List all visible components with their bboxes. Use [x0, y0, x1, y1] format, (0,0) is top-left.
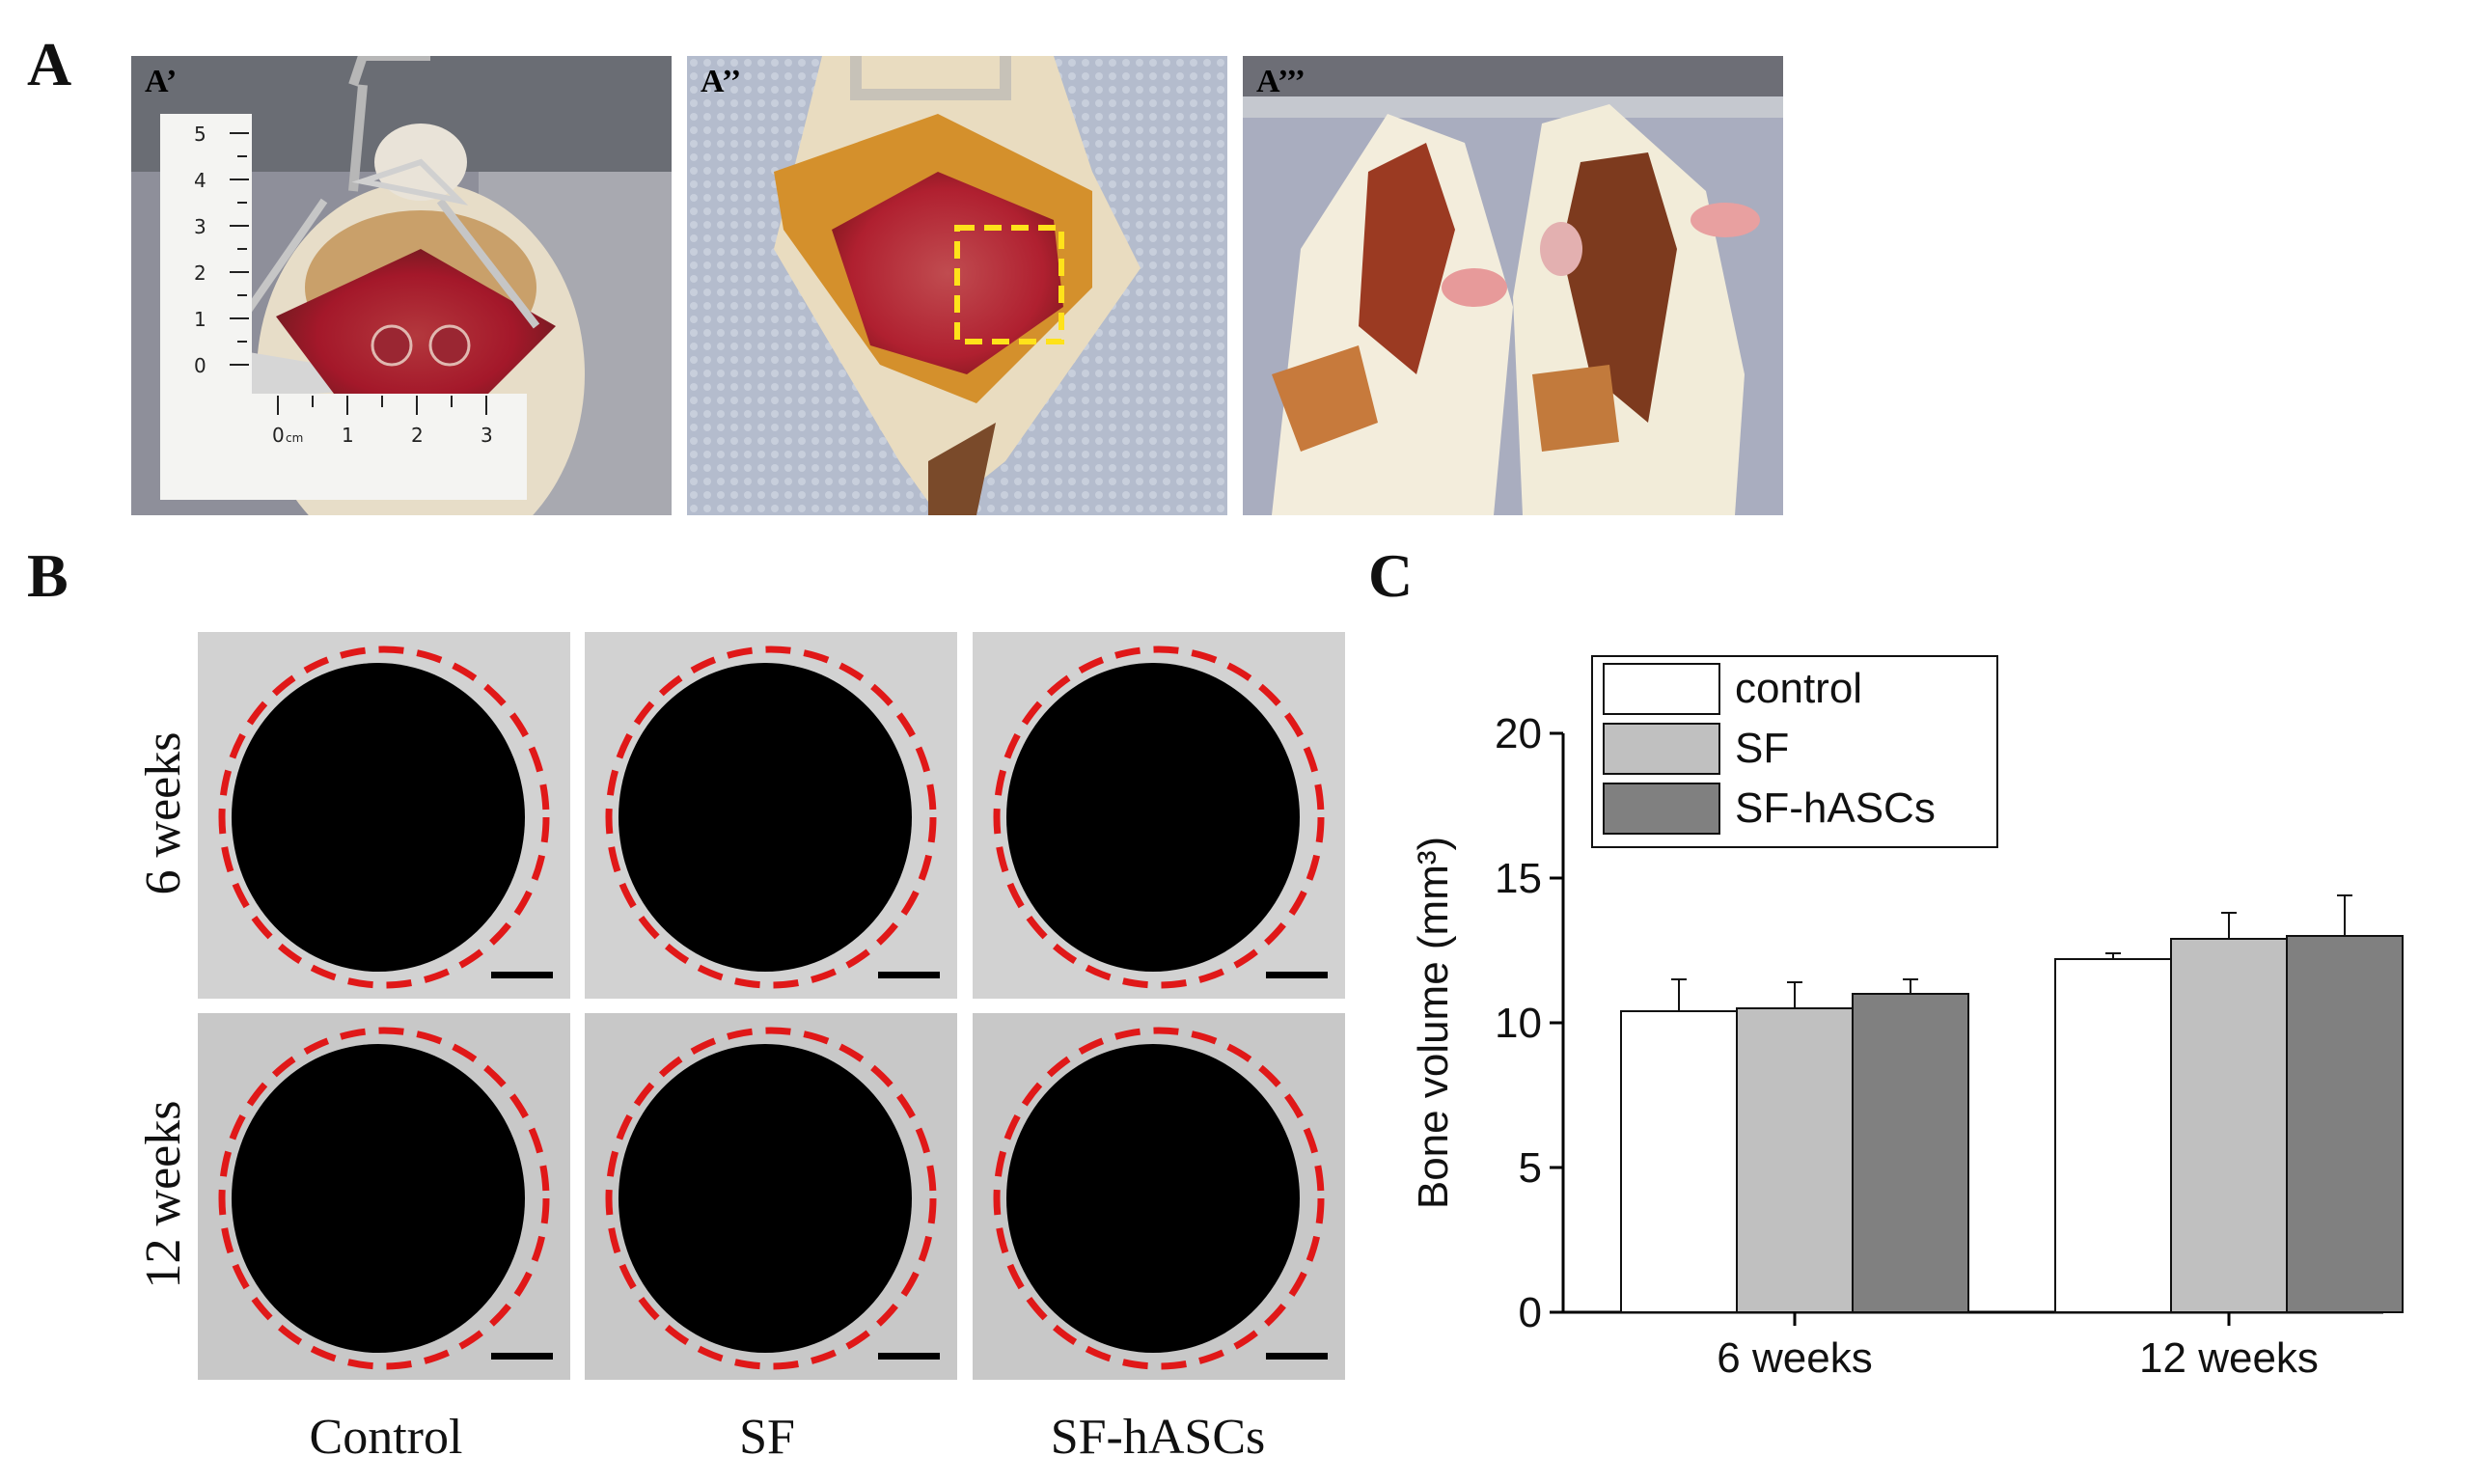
- bar-sf-hascs-1: [2286, 935, 2404, 1313]
- col-label-sf-hascs: SF-hASCs: [1050, 1410, 1266, 1465]
- defect-outline: [605, 1027, 937, 1370]
- y-tick-label: 15: [1495, 855, 1542, 902]
- ct-image-sf-hascs-6-weeks: [973, 632, 1345, 999]
- panel-letter-b: B: [27, 541, 69, 610]
- y-tick-label: 20: [1495, 710, 1542, 757]
- x-tick-label: 6 weeks: [1717, 1334, 1872, 1382]
- photo-label-a2: A’’: [701, 64, 742, 99]
- y-tick-label: 5: [1519, 1144, 1542, 1192]
- y-axis-label: Bone volume (mm³): [1410, 837, 1457, 1209]
- legend-swatch-sf: [1603, 723, 1720, 775]
- bone-volume-bar-chart: 0 5 10 15 20 Bone volume (mm³) 6 weeks 12 weeks…: [1410, 655, 2404, 1382]
- bar-sf-1: [2170, 938, 2288, 1313]
- panel-letter-a: A: [27, 30, 72, 98]
- ruler-v-2: 2: [194, 261, 206, 285]
- ruler-v-3: 3: [194, 215, 206, 238]
- defect-area: [618, 1044, 912, 1353]
- defect-closeup-image: [687, 56, 1227, 515]
- legend-swatch-sf-hascs: [1603, 783, 1720, 835]
- surgery-photo-defect: A’’: [687, 56, 1227, 515]
- defect-outline: [218, 1027, 550, 1370]
- scale-bar: [491, 972, 553, 978]
- defect-outline: [218, 646, 550, 989]
- bar-control-0: [1620, 1010, 1738, 1313]
- panel-letter-c: C: [1368, 541, 1414, 610]
- postop-rats-image: [1243, 56, 1783, 515]
- legend-label-sf: SF: [1735, 725, 1789, 772]
- defect-area: [232, 1044, 525, 1353]
- scale-bar: [491, 1353, 553, 1360]
- ruler-v-1: 1: [194, 308, 206, 331]
- ruler-v-5: 5: [194, 123, 206, 146]
- y-tick-label: 10: [1495, 1000, 1542, 1047]
- photo-label-a3: A’’’: [1256, 64, 1306, 99]
- defect-outline: [993, 646, 1325, 989]
- row-label-12-weeks: 12 weeks: [136, 1100, 191, 1289]
- y-tick-label: 0: [1519, 1289, 1542, 1336]
- ruler-v-4: 4: [194, 169, 206, 192]
- ruler-h-0: 0: [272, 424, 285, 447]
- defect-area: [232, 663, 525, 972]
- defect-area: [1006, 1044, 1300, 1353]
- bar-control-1: [2054, 958, 2172, 1313]
- legend-label-sf-hascs: SF-hASCs: [1735, 784, 1936, 832]
- scale-bar: [1266, 972, 1328, 978]
- ruler-h-2: 2: [411, 424, 424, 447]
- defect-area: [618, 663, 912, 972]
- ct-image-control-12-weeks: [198, 1013, 570, 1380]
- ruler-h-1: 1: [342, 424, 354, 447]
- scale-bar: [878, 1353, 940, 1360]
- legend-label-control: control: [1735, 665, 1862, 712]
- surgery-photo-ruler: 5 4 3 2 1 0 0 1 2 3 cm A’: [131, 56, 672, 515]
- rat-skull-with-ruler-image: 5 4 3 2 1 0 0 1 2 3 cm: [131, 56, 672, 515]
- ct-image-sf-hascs-12-weeks: [973, 1013, 1345, 1380]
- ruler-h-3: 3: [481, 424, 493, 447]
- photo-label-a1: A’: [145, 64, 178, 99]
- scale-bar: [878, 972, 940, 978]
- col-label-control: Control: [309, 1410, 463, 1465]
- ruler-v-0: 0: [194, 354, 206, 377]
- ct-image-control-6-weeks: [198, 632, 570, 999]
- legend-swatch-control: [1603, 663, 1720, 715]
- row-label-6-weeks: 6 weeks: [136, 731, 191, 895]
- defect-outline: [993, 1027, 1325, 1370]
- ct-image-sf-12-weeks: [585, 1013, 957, 1380]
- ct-image-sf-6-weeks: [585, 632, 957, 999]
- bar-sf-hascs-0: [1852, 993, 1969, 1313]
- bar-sf-0: [1736, 1007, 1854, 1313]
- x-tick-label: 12 weeks: [2139, 1334, 2319, 1382]
- defect-area: [1006, 663, 1300, 972]
- ruler-unit: cm: [286, 431, 303, 445]
- defect-outline: [605, 646, 937, 989]
- col-label-sf: SF: [739, 1410, 795, 1465]
- surgery-photo-postop: A’’’: [1243, 56, 1783, 515]
- scale-bar: [1266, 1353, 1328, 1360]
